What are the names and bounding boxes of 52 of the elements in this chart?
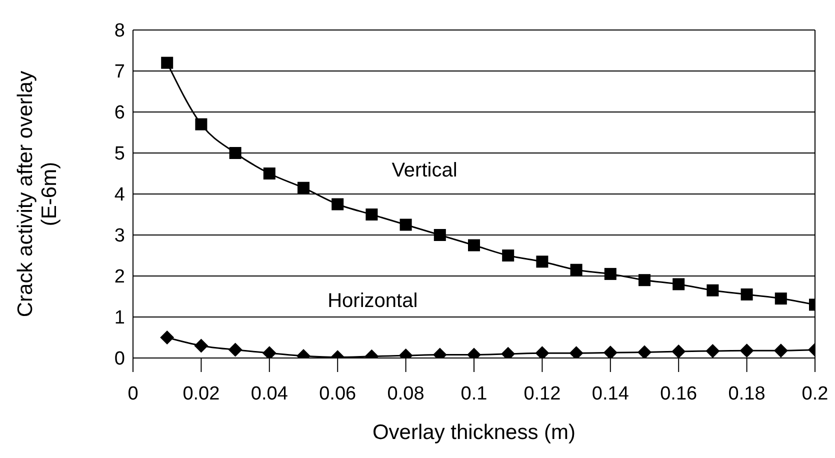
series-label: Vertical [392,160,458,182]
point [298,182,310,194]
x-tick-label: 0.08 [387,383,424,404]
x-tick-label: 0.1 [460,383,488,404]
point [502,250,514,262]
point [638,345,652,358]
y-tick-label: 3 [114,226,125,247]
point [672,278,685,290]
point [604,268,616,280]
y-tick-label: 2 [114,266,125,288]
point [400,218,412,231]
point [194,338,208,353]
point [774,292,787,305]
y-tick-label: 7 [114,62,125,83]
point [229,147,242,159]
point [570,264,582,276]
x-tick-label: 0.06 [319,383,356,404]
y-tick-label: 6 [114,102,125,124]
point [195,118,208,130]
x-tick-label: 0.02 [182,383,220,404]
x-tick-label: 0.14 [592,383,630,404]
y-tick-label: 8 [114,20,125,42]
x-tick-label: 0.18 [728,383,766,404]
y-tick-label: 0 [114,348,125,370]
point [160,330,174,344]
y-tick-label: 4 [114,184,126,206]
x-axis-title: Overlay thickness (m) [372,421,576,444]
point [706,344,720,358]
point [263,168,276,180]
point [536,256,548,268]
point [774,344,788,358]
point [161,56,174,69]
point [740,288,753,300]
point [332,198,344,210]
series-label: Horizontal [328,290,418,312]
y-tick-label: 1 [114,308,125,329]
x-tick-label: 0.12 [524,383,561,404]
x-tick-label: 0.16 [660,383,698,404]
x-tick-label: 0.2 [802,383,828,404]
point [366,208,378,220]
point [468,239,480,252]
point [706,284,719,296]
point [740,344,754,358]
point [228,342,242,357]
x-tick-label: 0.04 [250,383,288,404]
y-axis-title: Crack activity after overlay (E-6m) [14,70,61,318]
x-tick-label: 0 [128,383,138,404]
point [434,229,446,241]
point [603,346,618,358]
point [638,274,650,286]
y-tick-label: 5 [114,144,125,165]
point [672,344,686,358]
